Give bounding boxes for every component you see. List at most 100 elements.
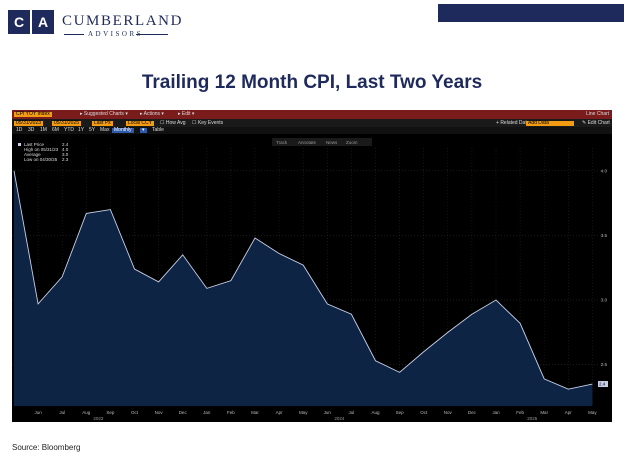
x-axis-ticks: Jun Jul Aug Sep Oct Nov Dec Jan Feb Mar Apr May Jun J… — [34, 410, 597, 415]
period-5y[interactable]: 5Y — [89, 127, 96, 133]
tool-zoom[interactable]: Zoom — [346, 140, 358, 145]
key-events-toggle[interactable]: ☐ Key Events — [192, 120, 224, 126]
x-tick-label: Aug — [82, 410, 91, 415]
source-note: Source: Bloomberg — [12, 443, 81, 452]
x-tick-label: Jun — [34, 410, 42, 415]
menu-edit-label: Edit — [181, 111, 191, 117]
x-tick-label: Feb — [516, 410, 524, 415]
menu-suggested-charts-label: Suggested Charts — [83, 111, 124, 117]
chart-tools: Track Annotate News Zoom — [272, 138, 372, 146]
cpi-line-chart: 2.5 3.0 3.5 4.0 Jun Jul Aug Sep Oct Nov Dec Jan Feb… — [12, 138, 608, 421]
legend-low-value: 2.3 — [62, 157, 69, 162]
logo-rule-left — [64, 34, 84, 35]
x-tick-label: Mar — [540, 410, 548, 415]
how-avg-toggle[interactable]: ☐ How Avg — [160, 120, 186, 126]
last-value-tag: 2.4 — [598, 381, 608, 388]
x-tick-label: Nov — [444, 410, 453, 415]
menu-actions-label: Actions — [143, 111, 161, 117]
y-tick-label: 3.5 — [601, 233, 608, 238]
chart-legend: Last Price 2.4 High on 05/31/23 4.0 Aver… — [18, 142, 69, 162]
x-tick-label: Oct — [420, 410, 428, 415]
x-tick-label: Sep — [396, 410, 405, 415]
terminal-params-bar: 05/31/2023 05/31/2025 Last Px Local CCY … — [12, 119, 612, 127]
x-axis-year-labels: 2023 2024 2025 — [93, 416, 537, 421]
y-tick-label: 2.5 — [601, 362, 608, 367]
x-tick-label: Apr — [276, 410, 284, 415]
x-tick-label: Sep — [106, 410, 115, 415]
x-tick-label: Oct — [131, 410, 139, 415]
legend-last-price: Last Price — [24, 142, 45, 147]
field-select[interactable]: Last Px — [92, 120, 113, 126]
y-tick-label: 3.0 — [601, 298, 608, 303]
table-button[interactable]: Table — [152, 127, 164, 133]
start-date-input[interactable]: 05/31/2023 — [14, 120, 44, 126]
x-tick-label: Dec — [468, 410, 477, 415]
x-tick-label: Jul — [349, 410, 355, 415]
add-data-input[interactable]: Add Data — [526, 121, 574, 126]
related-data-label: Related Dat. — [500, 120, 529, 126]
tool-news[interactable]: News — [326, 140, 338, 145]
x-tick-label: Feb — [227, 410, 235, 415]
period-max[interactable]: Max — [100, 127, 110, 133]
x-tick-label: Dec — [179, 410, 188, 415]
last-value-tag-bg — [598, 381, 608, 388]
legend-high: High on 05/31/23 — [24, 147, 59, 152]
period-1m[interactable]: 1M — [40, 127, 47, 133]
x-tick-label: May — [588, 410, 597, 415]
edit-chart-label: Edit Chart — [587, 120, 610, 126]
terminal-period-bar: 1D 3D 1M 6M YTD 1Y 5Y Max Monthly ▾ Tabl… — [12, 127, 612, 134]
period-1y[interactable]: 1Y — [78, 127, 85, 133]
chart-type-label: Line Chart — [586, 111, 610, 117]
legend-last-price-swatch — [18, 143, 21, 146]
x-tick-label: Nov — [155, 410, 164, 415]
company-name: CUMBERLAND — [62, 13, 184, 29]
x-tick-label: Aug — [371, 410, 380, 415]
frequency-dropdown-icon[interactable]: ▾ — [140, 127, 147, 133]
cpi-area-fill — [14, 170, 593, 406]
tool-annotate[interactable]: Annotate — [298, 140, 317, 145]
legend-last-price-value: 2.4 — [62, 142, 69, 147]
x-tick-label: Jul — [59, 410, 65, 415]
x-year-label: 2024 — [334, 416, 345, 421]
logo-letter-a: A — [32, 10, 54, 34]
related-data-button[interactable]: + Related Dat. — [496, 120, 529, 126]
x-tick-label: Jun — [324, 410, 332, 415]
menu-edit[interactable]: ▸ Edit ▾ — [178, 111, 195, 117]
x-year-label: 2023 — [93, 416, 104, 421]
chart-tools-bg — [272, 138, 372, 146]
period-ytd[interactable]: YTD — [64, 127, 74, 133]
period-1d[interactable]: 1D — [16, 127, 23, 133]
frequency-select[interactable]: Monthly — [112, 127, 134, 133]
slide-title: Trailing 12 Month CPI, Last Two Years — [141, 72, 483, 93]
ticker-field[interactable]: CPI YOY Index — [14, 111, 52, 117]
company-subname: ADVISORS — [88, 30, 144, 38]
bloomberg-chart-window: CPI YOY Index ▸ Suggested Charts ▾ ▸ Act… — [12, 110, 612, 422]
x-tick-label: Mar — [251, 410, 259, 415]
x-tick-label: Apr — [565, 410, 573, 415]
tool-track[interactable]: Track — [276, 140, 288, 145]
logo-rule-right — [136, 34, 168, 35]
logo-letter-c: C — [8, 10, 30, 34]
legend-low: Low on 04/30/25 — [24, 157, 58, 162]
x-year-label: 2025 — [527, 416, 538, 421]
header-accent-bar — [438, 4, 624, 22]
y-axis-ticks: 2.5 3.0 3.5 4.0 — [601, 168, 608, 367]
menu-actions[interactable]: ▸ Actions ▾ — [140, 111, 164, 117]
x-tick-label: Jan — [492, 410, 500, 415]
x-tick-label: May — [299, 410, 308, 415]
legend-high-value: 4.0 — [62, 147, 69, 152]
edit-chart-button[interactable]: ✎ Edit Chart — [582, 120, 610, 126]
legend-average-value: 3.0 — [62, 152, 69, 157]
menu-suggested-charts[interactable]: ▸ Suggested Charts ▾ — [80, 111, 128, 117]
end-date-input[interactable]: 05/31/2025 — [52, 120, 82, 126]
legend-average: Average — [24, 152, 41, 157]
key-events-label: Key Events — [197, 120, 224, 126]
how-avg-label: How Avg — [165, 120, 186, 126]
terminal-menu-bar: CPI YOY Index ▸ Suggested Charts ▾ ▸ Act… — [12, 110, 612, 119]
currency-select[interactable]: Local CCY — [126, 120, 154, 126]
last-value-tag-text: 2.4 — [599, 382, 606, 387]
period-6m[interactable]: 6M — [52, 127, 59, 133]
x-tick-label: Jan — [203, 410, 211, 415]
period-3d[interactable]: 3D — [28, 127, 35, 133]
y-tick-label: 4.0 — [601, 168, 608, 173]
